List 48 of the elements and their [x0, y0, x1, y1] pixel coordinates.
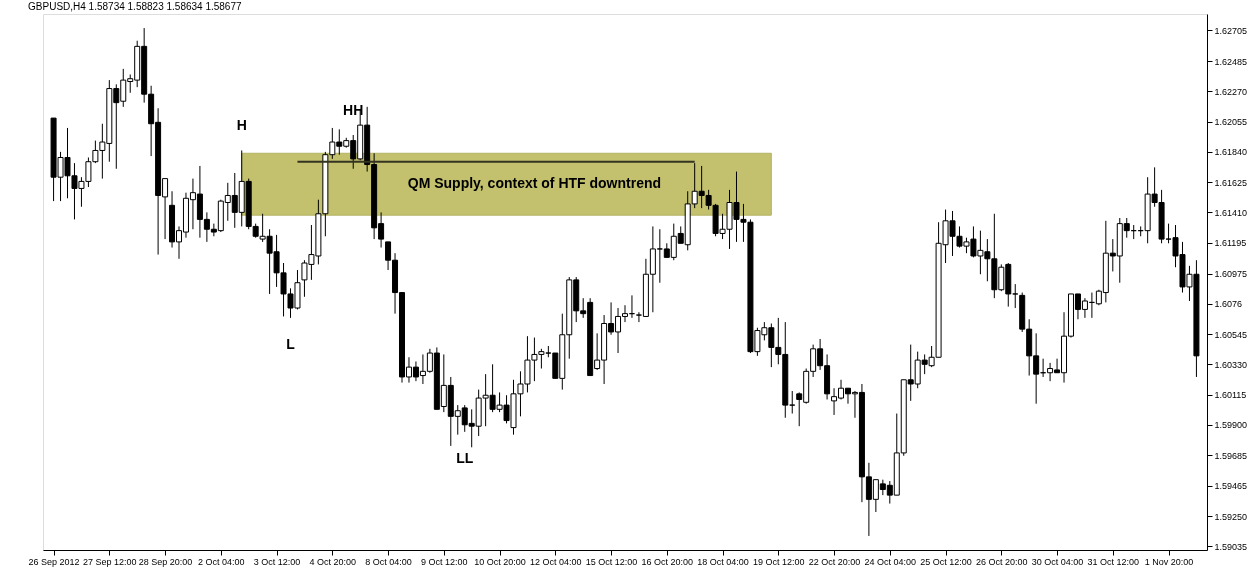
x-tick-label: 25 Oct 12:00: [920, 556, 972, 567]
y-tick-label: 1.62705: [1214, 25, 1248, 36]
candlestick: [1012, 283, 1019, 309]
y-tick-label: 1.60545: [1214, 329, 1248, 340]
y-tick-label: 1.59250: [1214, 511, 1248, 522]
x-tick-label: 8 Oct 04:00: [365, 556, 412, 567]
y-tick-label: 1.61410: [1214, 207, 1248, 218]
x-tick-label: 26 Oct 20:00: [976, 556, 1028, 567]
y-tick-label: 1.61625: [1214, 177, 1248, 188]
x-tick-label: 27 Sep 12:00: [83, 556, 137, 567]
y-tick-label: 1.59465: [1214, 481, 1248, 492]
x-tick-label: 4 Oct 20:00: [309, 556, 357, 567]
x-tick-label: 24 Oct 04:00: [864, 556, 917, 567]
x-tick-label: 1 Nov 20:00: [1144, 556, 1194, 567]
y-tick-label: 1.6076: [1214, 299, 1243, 310]
annotation: L: [286, 335, 296, 352]
y-tick-label: 1.60115: [1214, 390, 1247, 401]
x-tick-label: 18 Oct 04:00: [697, 556, 749, 567]
y-tick-label: 1.59685: [1214, 450, 1248, 461]
x-tick-label: 16 Oct 20:00: [641, 556, 694, 567]
candlestick: [635, 311, 642, 323]
annotation: LL: [456, 449, 474, 466]
x-tick-label: 26 Sep 2012: [28, 556, 80, 567]
band-label: QM Supply, context of HTF downtrend: [407, 175, 662, 192]
x-tick-label: 31 Oct 12:00: [1087, 556, 1140, 567]
x-tick-label: 15 Oct 12:00: [585, 556, 638, 567]
x-tick-label: 22 Oct 20:00: [808, 556, 861, 567]
x-tick-label: 28 Sep 20:00: [138, 556, 193, 567]
chart-title: GBPUSD,H4 1.58734 1.58823 1.58634 1.58677: [28, 1, 242, 12]
y-tick-label: 1.62055: [1214, 117, 1248, 128]
x-tick-label: 2 Oct 04:00: [198, 556, 245, 567]
annotation: HH: [343, 101, 364, 118]
y-tick-label: 1.62270: [1214, 86, 1248, 97]
y-tick-label: 1.59900: [1214, 420, 1248, 431]
y-tick-label: 1.62485: [1214, 56, 1248, 67]
y-tick-label: 1.59035: [1214, 541, 1248, 552]
candlestick: [789, 390, 796, 415]
x-tick-label: 12 Oct 04:00: [530, 556, 582, 567]
x-tick-label: 3 Oct 12:00: [253, 556, 301, 567]
x-tick-label: 19 Oct 12:00: [753, 556, 805, 567]
x-tick-label: 9 Oct 12:00: [421, 556, 468, 567]
y-tick-label: 1.60330: [1214, 359, 1248, 370]
x-tick-label: 30 Oct 04:00: [1031, 556, 1084, 567]
y-tick-label: 1.60975: [1214, 269, 1248, 280]
y-tick-label: 1.61840: [1214, 147, 1248, 158]
y-tick-label: 1.61195: [1214, 238, 1247, 249]
annotation: H: [236, 117, 247, 134]
x-tick-label: 10 Oct 20:00: [474, 556, 526, 567]
